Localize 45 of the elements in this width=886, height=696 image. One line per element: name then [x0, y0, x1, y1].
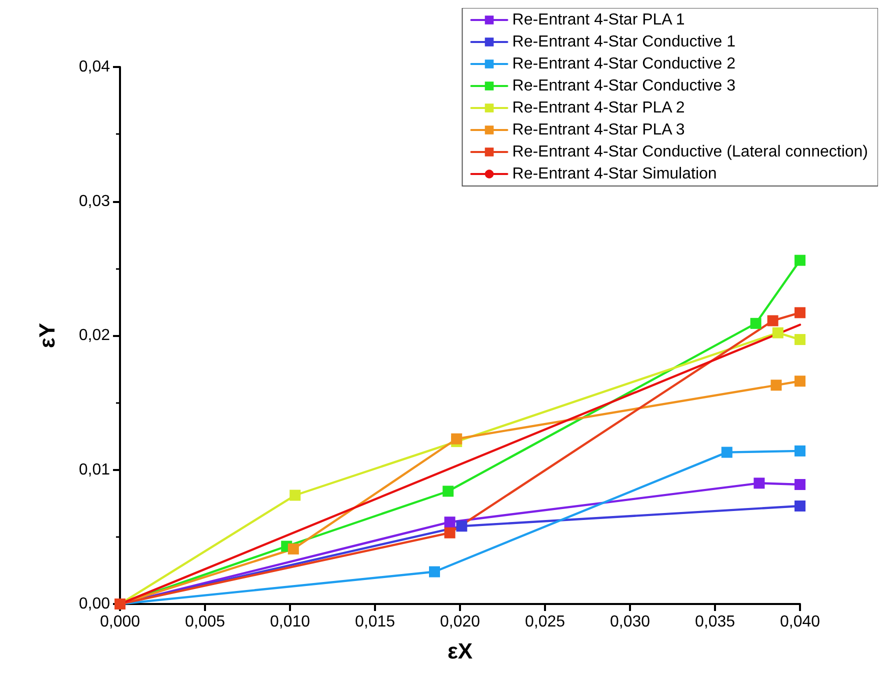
point: [794, 500, 806, 512]
point: [794, 254, 806, 266]
point: [442, 486, 454, 497]
legend-label: Re-Entrant 4-Star PLA 3: [512, 122, 685, 138]
point: [456, 520, 468, 532]
point: [767, 315, 778, 326]
legend-label: Re-Entrant 4-Star Conductive 2: [512, 56, 736, 72]
legend-label: Re-Entrant 4-Star Conductive (Lateral connection): [512, 144, 868, 160]
point: [794, 479, 806, 490]
point: [754, 478, 765, 489]
x-tick-label: 0,035: [694, 614, 736, 630]
x-tick-label: 0,040: [780, 614, 820, 630]
legend-label: Re-Entrant 4-Star Conductive 1: [512, 34, 736, 50]
x-axis-title: εX: [447, 638, 473, 664]
point: [444, 516, 456, 528]
x-tick-label: 0,015: [354, 614, 396, 630]
point: [444, 527, 456, 538]
legend-label: Re-Entrant 4-Star Conductive 3: [512, 78, 736, 94]
point: [429, 566, 440, 578]
legend-label: Re-Entrant 4-Star Simulation: [512, 166, 717, 182]
y-axis-title: εY: [34, 322, 60, 348]
y-tick-label: 0,02: [78, 327, 110, 344]
point: [721, 446, 732, 458]
point: [770, 380, 782, 391]
point: [750, 318, 762, 329]
x-tick-label: 0,010: [270, 614, 310, 630]
x-tick-label: 0,000: [100, 614, 140, 630]
legend-label: Re-Entrant 4-Star PLA 2: [512, 100, 685, 116]
x-tick-label: 0,005: [184, 614, 226, 630]
y-tick-label: 0,03: [78, 192, 110, 210]
point: [794, 376, 806, 387]
point: [451, 433, 462, 444]
point: [288, 543, 299, 554]
point: [772, 327, 784, 338]
y-tick-label: 0,00: [78, 596, 110, 612]
point: [794, 307, 806, 318]
x-tick-label: 0,030: [610, 614, 650, 630]
y-tick-label: 0,04: [78, 58, 110, 76]
point: [290, 490, 301, 501]
x-tick-label: 0,025: [524, 614, 566, 630]
legend-label: Re-Entrant 4-Star PLA 1: [512, 12, 685, 28]
y-tick-label: 0,01: [78, 461, 110, 478]
point: [794, 445, 806, 456]
x-tick-label: 0,020: [440, 614, 480, 630]
point: [794, 334, 806, 346]
